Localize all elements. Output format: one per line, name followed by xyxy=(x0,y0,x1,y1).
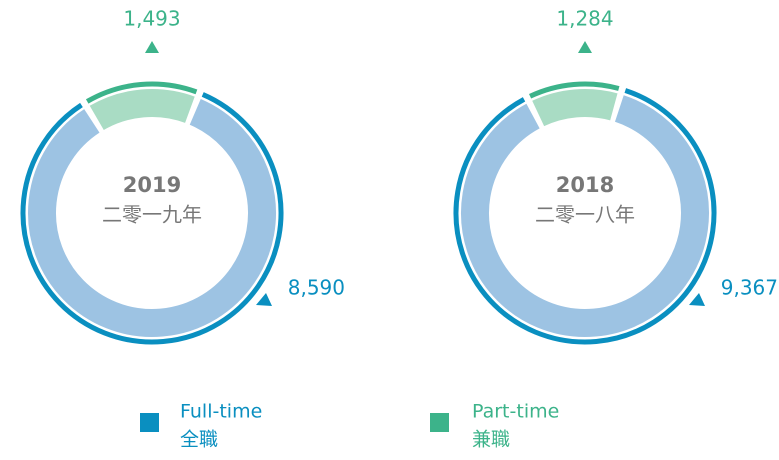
legend-swatch xyxy=(140,413,159,432)
donut-subtitle: 二零一九年 xyxy=(102,203,202,227)
pointer xyxy=(145,41,159,53)
pointer xyxy=(578,41,592,53)
pointer xyxy=(256,293,272,306)
donut-subtitle: 二零一八年 xyxy=(535,203,635,227)
legend-label: Full-time xyxy=(180,401,262,423)
segment xyxy=(532,89,618,127)
value-label: 8,590 xyxy=(288,276,345,300)
segment-outline xyxy=(453,88,717,345)
segment-outline xyxy=(20,92,284,345)
pointer xyxy=(689,293,705,306)
legend-label: Part-time xyxy=(472,401,559,423)
segment xyxy=(89,89,195,131)
legend-label-zh: 兼職 xyxy=(472,429,510,451)
legend-swatch xyxy=(430,413,449,432)
value-label: 9,367 xyxy=(721,276,778,300)
segment xyxy=(28,99,276,337)
donut-title: 2019 xyxy=(123,173,181,197)
segment xyxy=(461,95,709,337)
segment-outline xyxy=(529,81,620,99)
value-label: 1,493 xyxy=(123,7,180,31)
segment-outline xyxy=(85,81,198,104)
legend-label-zh: 全職 xyxy=(180,429,218,451)
value-label: 1,284 xyxy=(556,7,613,31)
donut-title: 2018 xyxy=(556,173,614,197)
